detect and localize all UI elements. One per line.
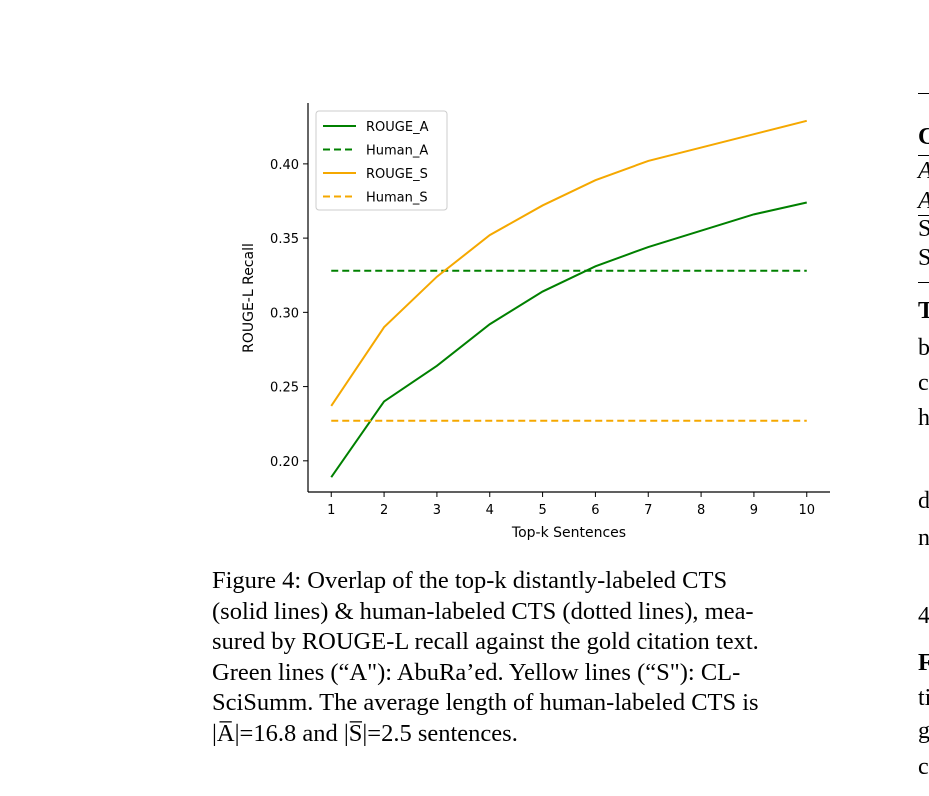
right-column-fragment: 4: [918, 603, 929, 629]
x-tick-label: 1: [327, 503, 335, 518]
x-tick-label: 4: [486, 503, 494, 518]
x-tick-label: 10: [798, 503, 815, 518]
right-column-fragment: ti: [918, 685, 929, 711]
right-column-fragment: T: [918, 298, 929, 324]
x-tick-label: 2: [380, 503, 388, 518]
legend: ROUGE_A Human_A ROUGE_S Human_S: [315, 110, 448, 211]
right-column-fragment: c: [918, 754, 929, 780]
x-tick-label: 6: [591, 503, 599, 518]
table-rule: [918, 93, 929, 94]
legend-box: [315, 110, 448, 211]
table-rule: [918, 155, 929, 156]
y-tick-label: 0.25: [270, 381, 299, 396]
caption-line: |A̅|=16.8 and |S̅|=2.5 sentences.: [212, 719, 518, 747]
right-column-fragment: n: [918, 525, 929, 551]
caption-line: (solid lines) & human-labeled CTS (dotte…: [212, 597, 754, 625]
right-column-fragment: h: [918, 405, 929, 431]
legend-label: Human_A: [366, 144, 428, 159]
caption-line: Green lines (“A"): AbuRa’ed. Yellow line…: [212, 658, 741, 686]
right-column-fragment: A: [918, 188, 929, 215]
x-axis-label: Top-k Sentences: [511, 525, 626, 541]
x-tick-label: 8: [697, 503, 705, 518]
right-column-fragment: c: [918, 370, 929, 396]
table-rule: [918, 282, 929, 283]
caption-line: SciSumm. The average length of human-lab…: [212, 689, 759, 716]
right-column-fragment: g: [918, 718, 929, 744]
right-column-fragment: C: [918, 124, 929, 150]
series-line-rouge-a: [330, 201, 807, 478]
x-tick-label: 7: [644, 503, 652, 518]
axes: [307, 103, 830, 493]
y-tick-label: 0.35: [270, 232, 299, 247]
figure-caption: Figure 4: Overlap of the top-k distantly…: [212, 566, 872, 749]
x-tick-label: 5: [538, 503, 546, 518]
right-column-fragment: A: [918, 158, 929, 185]
legend-label: ROUGE_A: [366, 120, 429, 135]
caption-line: Figure 4: Overlap of the top-k distantly…: [212, 567, 728, 594]
x-tick-label: 3: [433, 503, 441, 518]
legend-label: ROUGE_S: [366, 167, 428, 182]
y-tick-label: 0.30: [270, 306, 299, 321]
legend-label: Human_S: [366, 191, 428, 206]
right-column-fragment: S: [918, 216, 929, 242]
y-axis-label: ROUGE-L Recall: [241, 243, 257, 353]
line-chart: 1 2 3 4 5 6 7 8 9 10 0.20 0.25 0.30 0.35 0.40 Top-k S…: [241, 103, 830, 541]
right-column-fragment: d: [918, 488, 929, 514]
x-tick-label: 9: [750, 503, 758, 518]
right-column-fragment: F: [918, 650, 929, 676]
y-tick-label: 0.40: [270, 158, 299, 173]
table-rule: [918, 215, 929, 216]
right-column-fragment: S: [918, 245, 929, 271]
series-line-rouge-s: [330, 119, 807, 407]
caption-line: sured by ROUGE-L recall against the gold…: [212, 628, 759, 655]
y-tick-label: 0.20: [270, 455, 299, 470]
right-column-fragment: b: [918, 335, 929, 361]
